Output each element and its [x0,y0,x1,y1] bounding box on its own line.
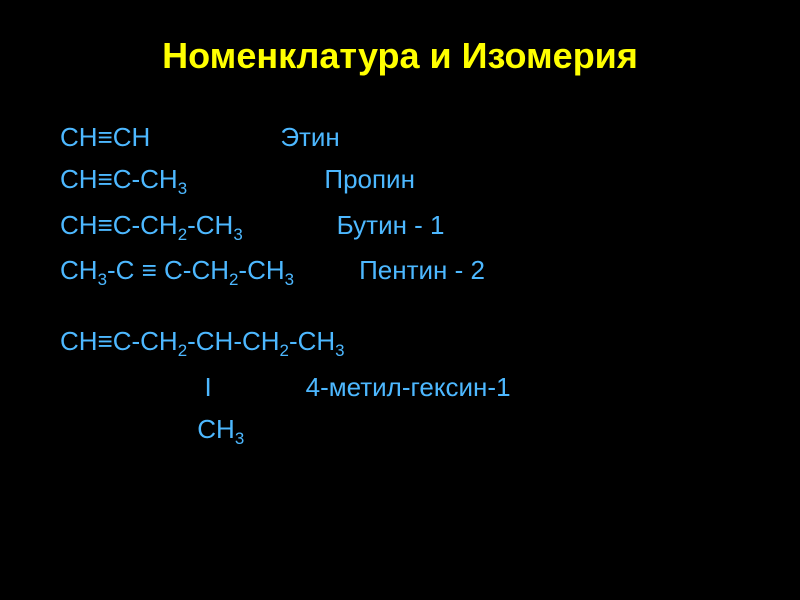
compound2-line3: CH3 [60,409,740,452]
compound2-line1: CH≡C-CH2-CH-CH2-CH3 [60,321,740,364]
formula-1: CH≡CH [60,122,150,152]
name-2: Пропин [324,164,415,194]
gap-4 [294,255,359,285]
compound2-line2: I 4-метил-гексин-1 [60,367,740,407]
formula-row-1: CH≡CH Этин [60,117,740,157]
gap-1 [150,122,280,152]
gap-3 [243,210,337,240]
compound2-bar: I [204,372,211,402]
name-1: Этин [280,122,339,152]
slide-content: CH≡CH Этин CH≡C-CH3 Пропин CH≡C-CH2-CH3 … [60,117,740,453]
spacer [60,295,740,321]
compound2-formula: CH≡C-CH2-CH-CH2-CH3 [60,326,345,356]
formula-row-2: CH≡C-CH3 Пропин [60,159,740,202]
formula-4: CH3-C ≡ C-CH2-CH3 [60,255,294,285]
compound2-name: 4-метил-гексин-1 [306,372,511,402]
formula-3: CH≡C-CH2-CH3 [60,210,243,240]
compound2-prefix2 [60,372,204,402]
slide-title: Номенклатура и Изомерия [60,35,740,77]
gap-2 [187,164,324,194]
formula-2: CH≡C-CH3 [60,164,187,194]
compound2-prefix3 [60,414,197,444]
compound2-substituent: CH3 [197,414,244,444]
name-3: Бутин - 1 [337,210,445,240]
compound2-gap2 [212,372,306,402]
formula-row-3: CH≡C-CH2-CH3 Бутин - 1 [60,205,740,248]
name-4: Пентин - 2 [359,255,485,285]
formula-row-4: CH3-C ≡ C-CH2-CH3 Пентин - 2 [60,250,740,293]
